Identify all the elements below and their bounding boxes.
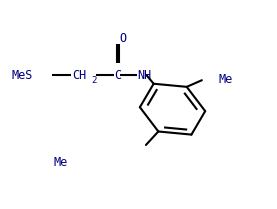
Text: CH: CH: [72, 69, 86, 82]
Text: NH: NH: [138, 69, 152, 82]
Text: 2: 2: [91, 75, 96, 84]
Text: MeS: MeS: [12, 69, 33, 82]
Text: O: O: [119, 32, 126, 45]
Text: Me: Me: [53, 156, 67, 169]
Text: C: C: [114, 69, 121, 82]
Text: Me: Me: [219, 73, 233, 86]
